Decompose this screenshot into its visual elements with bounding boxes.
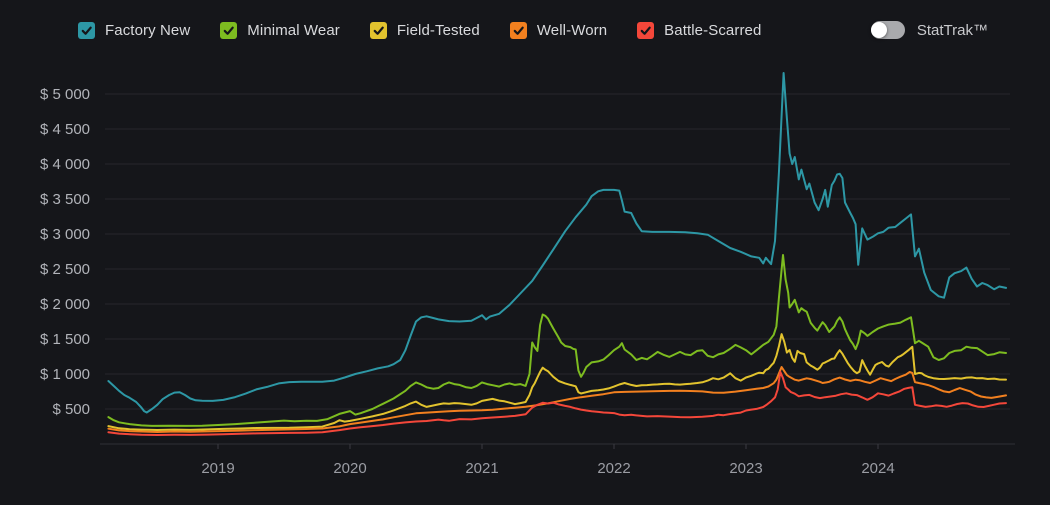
legend-item-label: Field-Tested (396, 21, 480, 39)
y-axis-tick-label: $ 3 000 (40, 226, 90, 243)
legend-item-field-tested[interactable]: Field-Tested (369, 21, 480, 39)
checkbox-checked-icon (637, 21, 655, 39)
y-axis-tick-label: $ 3 500 (40, 191, 90, 208)
series-line-well-worn (107, 366, 1007, 433)
legend: Factory New Minimal Wear Field-Tested (0, 16, 1050, 44)
legend-item-minimal-wear[interactable]: Minimal Wear (220, 21, 340, 39)
x-axis-tick-label: 2020 (333, 460, 366, 477)
legend-item-label: Well-Worn (536, 21, 608, 39)
checkbox-checked-icon (509, 21, 527, 39)
y-axis-tick-label: $ 2 500 (40, 261, 90, 278)
legend-item-factory-new[interactable]: Factory New (78, 21, 191, 39)
x-axis-tick-label: 2024 (861, 460, 894, 477)
y-axis-tick-label: $ 500 (52, 401, 90, 418)
series-line-battle-scarred (107, 370, 1007, 436)
chart-axes: $ 500 $ 1 000 $ 1 500 $ 2 000 $ 2 500 $ 3 000… (40, 86, 1015, 477)
legend-item-label: Battle-Scarred (664, 21, 762, 39)
x-axis-tick-label: 2019 (201, 460, 234, 477)
legend-item-label: Factory New (105, 21, 191, 39)
y-axis-tick-label: $ 4 500 (40, 121, 90, 138)
chart-series-lines (107, 72, 1007, 436)
stattrak-toggle-group: StatTrak™ (870, 21, 1050, 39)
x-axis-tick-label: 2022 (597, 460, 630, 477)
legend-item-battle-scarred[interactable]: Battle-Scarred (637, 21, 762, 39)
checkbox-checked-icon (220, 21, 238, 39)
y-axis-tick-label: $ 1 500 (40, 331, 90, 348)
stattrak-label: StatTrak™ (916, 21, 988, 39)
y-axis-tick-label: $ 1 000 (40, 366, 90, 383)
legend-item-well-worn[interactable]: Well-Worn (509, 21, 608, 39)
series-line-minimal-wear (107, 254, 1007, 427)
series-line-factory-new (107, 72, 1007, 414)
series-line-field-tested (107, 333, 1007, 431)
checkbox-checked-icon (78, 21, 95, 39)
y-axis-tick-label: $ 5 000 (40, 86, 90, 103)
legend-item-label: Minimal Wear (247, 21, 340, 39)
checkbox-checked-icon (369, 21, 387, 39)
y-axis-tick-label: $ 2 000 (40, 296, 90, 313)
toggle-knob-icon (870, 22, 887, 38)
x-axis-tick-label: 2023 (729, 460, 762, 477)
x-axis-tick-label: 2021 (465, 460, 498, 477)
y-axis-tick-label: $ 4 000 (40, 156, 90, 173)
chart-gridlines (105, 93, 1010, 410)
stattrak-toggle[interactable] (870, 21, 905, 39)
